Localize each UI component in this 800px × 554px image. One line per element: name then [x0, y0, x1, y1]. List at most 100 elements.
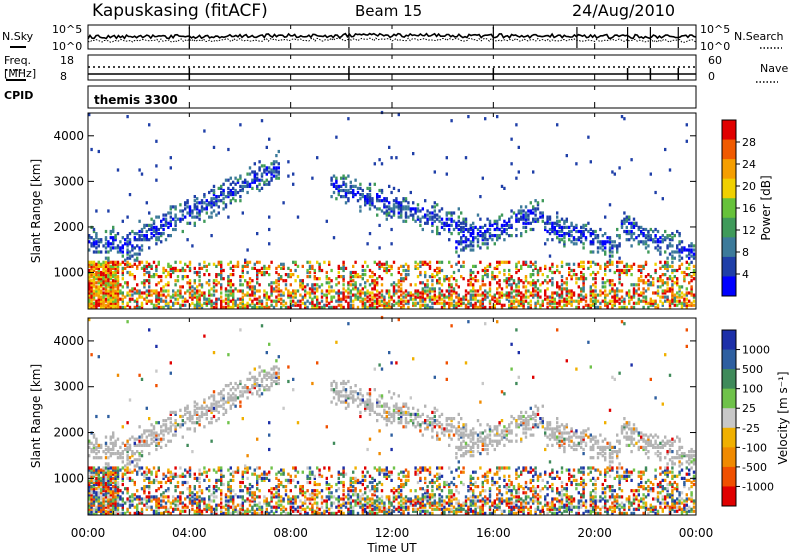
velocity-cell — [95, 447, 98, 452]
power-cell — [563, 234, 566, 238]
power-cell — [508, 277, 511, 281]
power-cell — [332, 174, 336, 178]
velocity-cell — [138, 501, 141, 505]
power-cell — [102, 262, 105, 266]
velocity-cell — [253, 499, 256, 503]
power-cell — [88, 234, 91, 238]
power-cell — [424, 285, 427, 289]
velocity-cell — [193, 412, 196, 416]
power-cell — [126, 250, 129, 254]
velocity-cell — [155, 447, 158, 452]
velocity-cell — [200, 497, 204, 501]
power-cell — [452, 211, 456, 215]
power-cell — [460, 211, 463, 215]
power-cell — [647, 305, 650, 309]
velocity-cell — [164, 509, 168, 513]
power-cell — [236, 297, 240, 301]
power-cell — [628, 301, 631, 305]
power-cell — [517, 277, 520, 281]
power-cell — [668, 299, 672, 303]
velocity-cell — [140, 466, 144, 470]
power-cell — [671, 270, 674, 275]
velocity-cell — [193, 511, 196, 515]
power-cell — [184, 201, 187, 205]
power-cell — [611, 262, 614, 266]
power-cell — [97, 277, 100, 281]
velocity-cell — [188, 417, 192, 421]
power-cell — [260, 178, 264, 182]
power-cell — [116, 277, 120, 281]
velocity-cell — [114, 478, 117, 482]
power-cell — [433, 268, 436, 273]
velocity-cell — [210, 509, 213, 513]
velocity-cell — [181, 423, 184, 427]
power-cell — [632, 291, 636, 295]
power-cell — [268, 182, 271, 186]
power-cell — [632, 217, 636, 221]
power-cell — [241, 299, 244, 303]
velocity-cell — [128, 456, 132, 460]
velocity-cell — [179, 474, 182, 478]
power-cell — [253, 180, 256, 184]
power-cell — [541, 301, 544, 305]
velocity-cell — [179, 408, 182, 412]
power-cell — [570, 289, 573, 293]
power-cell — [421, 295, 424, 299]
power-cell — [397, 203, 400, 207]
power-cell — [107, 264, 110, 268]
freq-left-tick-bottom: 8 — [60, 70, 67, 83]
power-cell — [620, 260, 624, 264]
power-cell — [220, 262, 223, 266]
power-cell — [608, 262, 612, 266]
power-cell — [104, 246, 108, 250]
power-cell — [258, 295, 261, 299]
power-cell — [376, 197, 379, 201]
velocity-cell — [172, 433, 175, 437]
velocity-cell — [227, 507, 230, 511]
power-cell — [313, 303, 316, 307]
power-cell — [570, 221, 573, 225]
power-cell — [498, 301, 501, 305]
power-cell — [630, 273, 633, 277]
power-cell — [107, 262, 110, 266]
velocity-cell — [114, 507, 117, 511]
power-cell — [97, 273, 100, 277]
power-cell — [88, 289, 91, 293]
freq-left-label: Freq. — [4, 54, 31, 67]
power-cell — [385, 199, 388, 203]
velocity-cell — [169, 421, 172, 425]
power-cell — [678, 248, 681, 252]
velocity-cell — [253, 367, 256, 371]
velocity-cell — [227, 396, 230, 400]
power-cell — [287, 266, 290, 270]
velocity-cell — [174, 419, 177, 423]
power-cell — [320, 283, 324, 287]
power-cell — [272, 281, 276, 285]
power-cell — [505, 291, 508, 295]
power-cell — [508, 299, 511, 303]
power-cell — [685, 139, 688, 143]
power-cell — [289, 275, 292, 279]
power-cell — [635, 289, 638, 293]
power-cell — [565, 217, 568, 221]
power-cell — [601, 240, 604, 244]
power-cell — [253, 262, 256, 266]
power-cell — [683, 299, 686, 303]
power-cell — [383, 297, 386, 301]
power-cell — [385, 289, 388, 293]
power-cell — [572, 262, 576, 266]
velocity-cell — [104, 462, 108, 466]
power-cell — [692, 264, 696, 268]
power-cell — [668, 277, 672, 281]
power-cell — [649, 227, 652, 232]
power-cell — [272, 299, 276, 303]
velocity-cell — [152, 495, 156, 499]
power-cell — [128, 193, 132, 197]
power-cell — [133, 275, 136, 279]
power-cell — [95, 266, 98, 270]
power-cell — [640, 299, 643, 303]
power-cell — [196, 299, 199, 303]
power-cell — [112, 279, 115, 283]
power-cell — [138, 293, 141, 297]
power-cell — [148, 238, 151, 242]
